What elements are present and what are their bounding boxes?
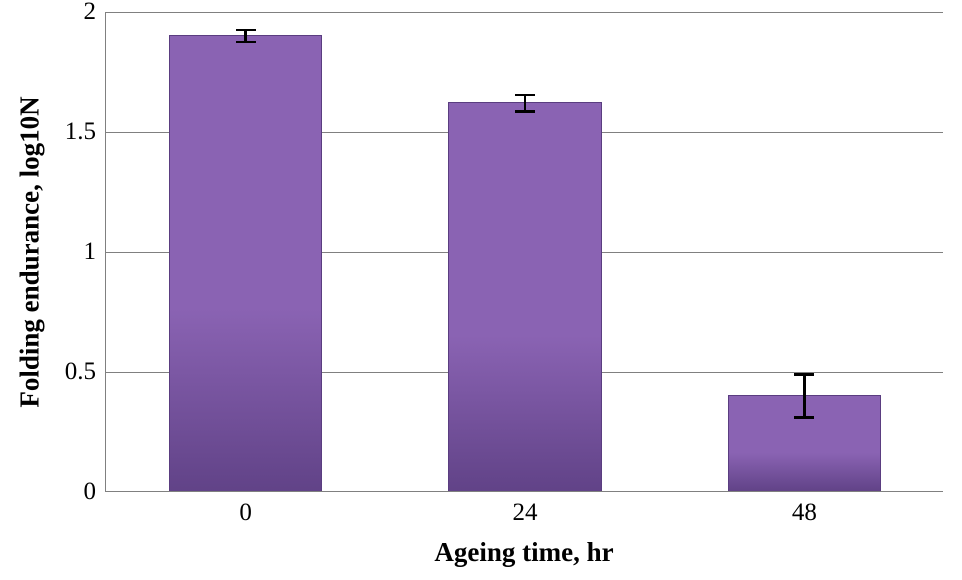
x-tick-label: 48 [792, 491, 817, 527]
gridline [106, 12, 943, 13]
plot-area: 00.511.5202448 [105, 12, 943, 492]
x-axis-label: Ageing time, hr [434, 537, 613, 568]
bar [448, 102, 602, 491]
bar [169, 35, 323, 491]
y-axis-label: Folding endurance, log10N [15, 96, 46, 407]
x-tick-label: 24 [513, 491, 538, 527]
x-tick-label: 0 [239, 491, 252, 527]
y-tick-label: 1 [84, 238, 107, 266]
bar-chart: 00.511.5202448 Folding endurance, log10N… [0, 0, 962, 580]
y-tick-label: 1.5 [65, 118, 106, 146]
y-tick-label: 0.5 [65, 358, 106, 386]
y-tick-label: 2 [84, 0, 107, 26]
y-tick-label: 0 [84, 478, 107, 506]
